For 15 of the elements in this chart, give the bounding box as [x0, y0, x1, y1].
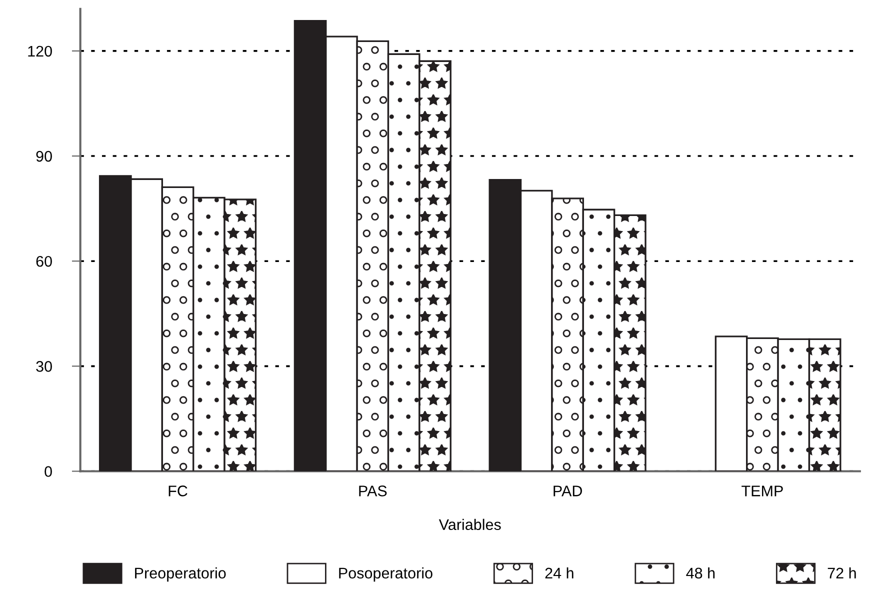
legend-label: 24 h	[545, 567, 574, 578]
x-tick-label: TEMP	[742, 486, 783, 496]
legend-label: Posoperatorio	[339, 567, 432, 582]
y-tick-label: 120	[28, 46, 52, 57]
legend-label: Preoperatorio	[135, 567, 226, 582]
x-tick-label: PAD	[554, 486, 582, 496]
y-tick-label: 60	[36, 256, 52, 267]
x-tick-label: PAS	[359, 486, 387, 496]
legend-label: 48 h	[686, 567, 715, 579]
y-tick-label: 0	[44, 466, 52, 477]
legend-label: 72 h	[828, 567, 856, 578]
y-tick-label: 30	[36, 361, 52, 372]
y-tick-label: 90	[36, 150, 52, 162]
x-axis-title: Variables	[438, 518, 501, 530]
x-tick-label: FC	[168, 486, 188, 496]
